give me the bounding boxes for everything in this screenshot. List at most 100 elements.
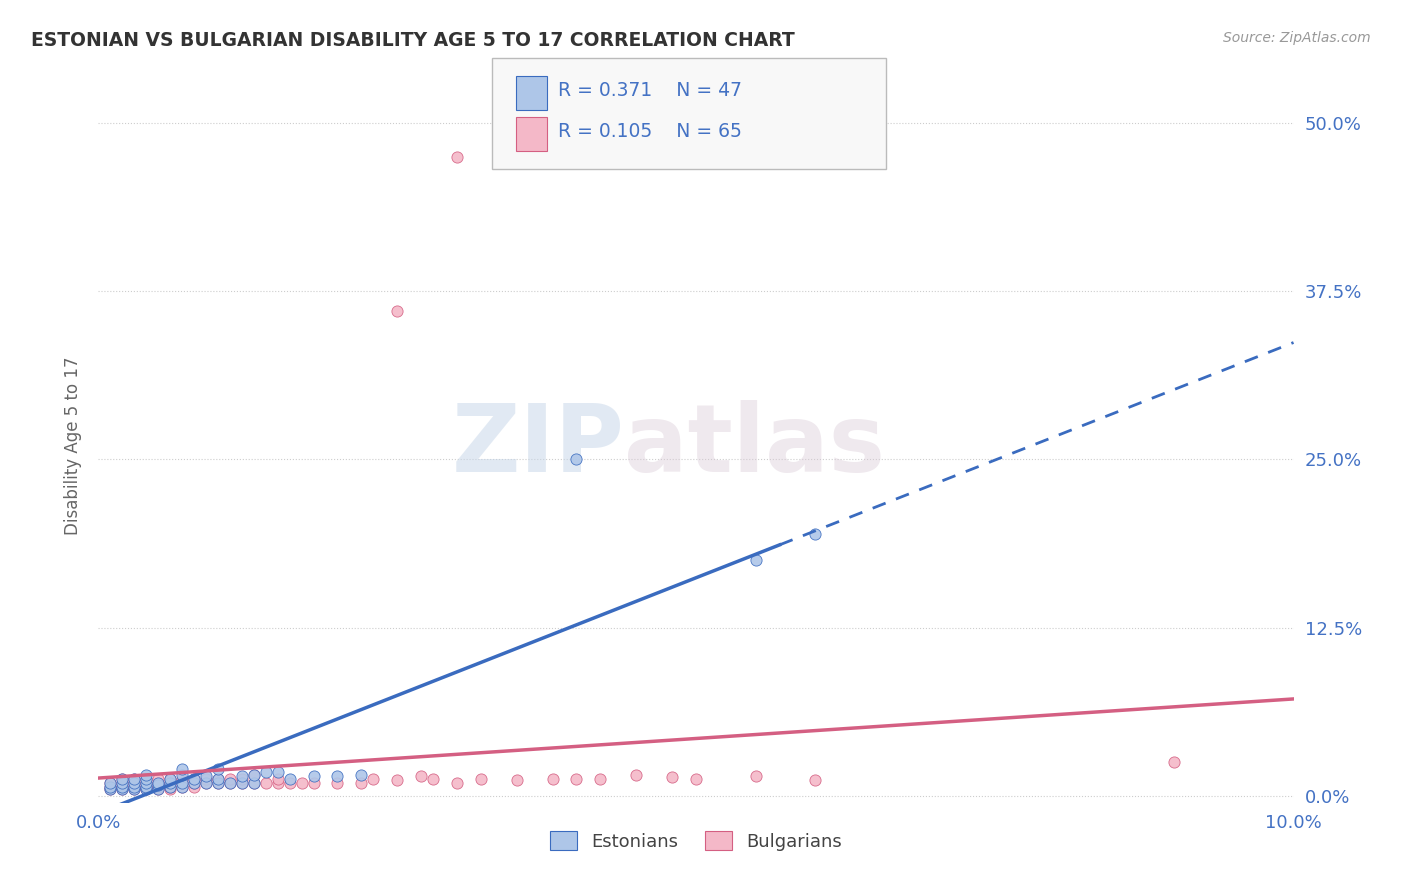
- Point: [172, 780, 194, 794]
- Point: [172, 767, 194, 781]
- Point: [183, 775, 205, 789]
- Point: [219, 775, 242, 789]
- Point: [159, 782, 181, 797]
- Point: [148, 772, 170, 786]
- Point: [159, 775, 181, 789]
- Text: ZIP: ZIP: [451, 400, 624, 492]
- Point: [589, 772, 612, 786]
- Point: [804, 526, 827, 541]
- Point: [172, 775, 194, 789]
- Point: [685, 772, 707, 786]
- Point: [124, 782, 146, 797]
- Point: [124, 782, 146, 797]
- Point: [302, 775, 325, 789]
- Point: [172, 772, 194, 786]
- Point: [159, 780, 181, 794]
- Point: [207, 762, 229, 776]
- Point: [243, 775, 266, 789]
- Point: [148, 778, 170, 792]
- Point: [278, 772, 301, 786]
- Point: [291, 775, 314, 789]
- Point: [111, 775, 134, 789]
- Point: [124, 775, 146, 789]
- Point: [326, 769, 349, 783]
- Point: [195, 775, 218, 789]
- Point: [195, 775, 218, 789]
- Point: [135, 775, 157, 789]
- Point: [804, 772, 827, 787]
- Point: [385, 772, 409, 787]
- Point: [124, 780, 146, 794]
- Point: [565, 452, 588, 467]
- Point: [207, 775, 229, 789]
- Point: [231, 769, 253, 783]
- Point: [363, 772, 385, 786]
- Point: [422, 772, 444, 786]
- Point: [207, 775, 229, 789]
- Point: [661, 770, 683, 784]
- Point: [135, 782, 157, 797]
- Point: [506, 772, 529, 787]
- Point: [411, 769, 433, 783]
- Text: atlas: atlas: [624, 400, 886, 492]
- Point: [111, 780, 134, 794]
- Text: R = 0.105    N = 65: R = 0.105 N = 65: [558, 122, 742, 141]
- Point: [231, 775, 253, 789]
- Point: [745, 553, 768, 567]
- Point: [446, 149, 468, 163]
- Point: [135, 780, 157, 794]
- Point: [254, 764, 277, 779]
- Text: Source: ZipAtlas.com: Source: ZipAtlas.com: [1223, 31, 1371, 45]
- Y-axis label: Disability Age 5 to 17: Disability Age 5 to 17: [65, 357, 83, 535]
- Point: [111, 775, 134, 789]
- Point: [148, 775, 170, 789]
- Point: [135, 775, 157, 789]
- Point: [111, 782, 134, 797]
- Point: [159, 772, 181, 786]
- Point: [159, 780, 181, 794]
- Point: [207, 772, 229, 786]
- Point: [470, 772, 492, 786]
- Point: [148, 780, 170, 794]
- Point: [135, 767, 157, 781]
- Point: [254, 775, 277, 789]
- Point: [172, 780, 194, 794]
- Point: [626, 767, 648, 781]
- Point: [565, 772, 588, 786]
- Point: [124, 780, 146, 794]
- Point: [135, 782, 157, 797]
- Point: [350, 775, 373, 789]
- Point: [243, 775, 266, 789]
- Point: [111, 772, 134, 786]
- Point: [148, 782, 170, 797]
- Point: [98, 782, 122, 797]
- Point: [172, 762, 194, 776]
- Point: [135, 772, 157, 786]
- Point: [148, 775, 170, 789]
- Point: [243, 767, 266, 781]
- Point: [135, 772, 157, 786]
- Point: [267, 764, 290, 779]
- Point: [124, 772, 146, 786]
- Point: [385, 304, 409, 318]
- Point: [278, 775, 301, 789]
- Text: ESTONIAN VS BULGARIAN DISABILITY AGE 5 TO 17 CORRELATION CHART: ESTONIAN VS BULGARIAN DISABILITY AGE 5 T…: [31, 31, 794, 50]
- Text: R = 0.371    N = 47: R = 0.371 N = 47: [558, 81, 742, 100]
- Point: [183, 775, 205, 789]
- Point: [124, 772, 146, 786]
- Point: [231, 772, 253, 786]
- Point: [148, 782, 170, 797]
- Point: [98, 782, 122, 797]
- Point: [1163, 756, 1185, 770]
- Point: [98, 780, 122, 794]
- Point: [195, 772, 218, 786]
- Point: [350, 767, 373, 781]
- Point: [111, 780, 134, 794]
- Point: [195, 769, 218, 783]
- Point: [183, 772, 205, 786]
- Point: [98, 775, 122, 789]
- Point: [326, 775, 349, 789]
- Point: [219, 772, 242, 786]
- Point: [267, 775, 290, 789]
- Legend: Estonians, Bulgarians: Estonians, Bulgarians: [543, 824, 849, 858]
